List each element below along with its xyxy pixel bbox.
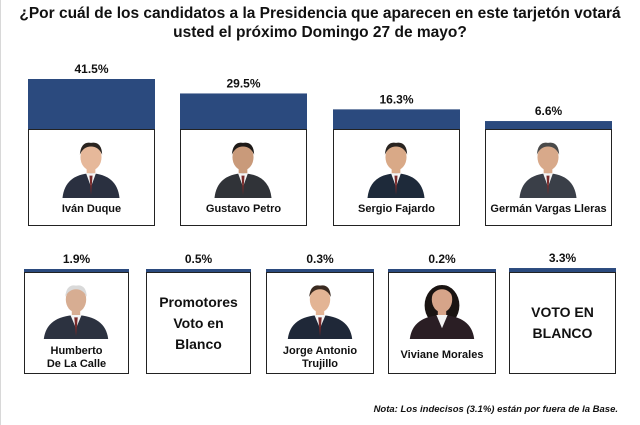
candidate-photo [365, 136, 427, 198]
card-sergio-fajardo: Sergio Fajardo [333, 129, 460, 226]
candidate-name: Viviane Morales [400, 349, 484, 361]
option-label-line: Blanco [175, 335, 222, 352]
bar-german-vargas-lleras [485, 121, 612, 129]
candidate-name: Sergio Fajardo [357, 203, 436, 215]
data-label-voto-en-blanco: 3.3% [549, 251, 577, 265]
card-german-vargas-lleras: Germán Vargas Lleras [485, 129, 612, 226]
option-label-line: BLANCO [532, 325, 593, 341]
bar-voto-en-blanco [509, 268, 616, 272]
data-label-gustavo-petro: 29.5% [226, 76, 260, 90]
option-label: Promotores Voto en Blanco [147, 273, 250, 373]
candidate-name: Jorge Antonio [282, 345, 358, 357]
candidate-photo [212, 136, 274, 198]
bar-gustavo-petro [180, 93, 307, 129]
card-viviane-morales: Viviane Morales [388, 272, 496, 374]
data-label-promotores-voto-en-blanco: 0.5% [185, 252, 213, 266]
bar-viviane-morales [388, 269, 496, 272]
chart-title: ¿Por cuál de los candidatos a la Preside… [19, 5, 621, 41]
candidate-photo [60, 136, 122, 198]
candidate-photo [41, 279, 111, 339]
bar-sergio-fajardo [333, 109, 460, 129]
data-label-viviane-morales: 0.2% [428, 252, 456, 266]
bar-humberto-de-la-calle [24, 269, 129, 272]
option-label-line: Promotores [159, 293, 238, 310]
data-label-humberto-de-la-calle: 1.9% [63, 252, 91, 266]
candidate-name: Iván Duque [61, 203, 122, 215]
data-label-sergio-fajardo: 16.3% [379, 92, 413, 106]
data-label-jorge-antonio-trujillo: 0.3% [306, 252, 334, 266]
bar-ivan-duque [28, 79, 155, 129]
bar-jorge-antonio-trujillo [266, 269, 374, 272]
card-gustavo-petro: Gustavo Petro [180, 129, 307, 226]
card-humberto-de-la-calle: Humberto De La Calle [24, 272, 129, 374]
option-label-line: Voto en [173, 314, 224, 331]
card-jorge-antonio-trujillo: Jorge Antonio Trujillo [266, 272, 374, 374]
card-promotores-voto-en-blanco: Promotores Voto en Blanco [146, 272, 251, 374]
card-voto-en-blanco: VOTO EN BLANCO [509, 272, 616, 374]
candidate-photo [284, 279, 355, 339]
candidate-photo [517, 136, 579, 198]
candidate-name: Trujillo [301, 358, 339, 370]
card-ivan-duque: Iván Duque [28, 129, 155, 226]
option-label-line: VOTO EN [531, 304, 594, 320]
candidate-name: Germán Vargas Lleras [490, 203, 607, 215]
candidate-name: Gustavo Petro [205, 203, 282, 215]
bar-promotores-voto-en-blanco [146, 269, 251, 272]
candidate-photo [406, 279, 477, 339]
option-label: VOTO EN BLANCO [510, 273, 615, 373]
candidate-name: De La Calle [46, 358, 107, 370]
data-label-ivan-duque: 41.5% [74, 62, 108, 76]
footnote: Nota: Los indecisos (3.1%) están por fue… [373, 404, 618, 415]
candidate-name: Humberto [50, 345, 103, 357]
data-label-german-vargas-lleras: 6.6% [535, 104, 563, 118]
